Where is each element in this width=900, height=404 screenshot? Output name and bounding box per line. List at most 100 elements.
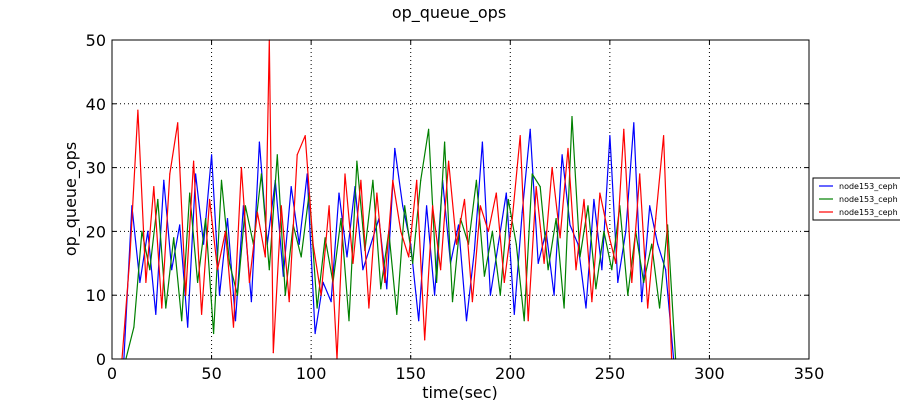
data-point [234, 320, 237, 322]
series-line-1 [123, 122, 675, 360]
data-point [424, 339, 426, 341]
data-point [147, 230, 149, 232]
data-point [412, 262, 414, 264]
data-point [479, 205, 481, 207]
data-point [463, 198, 466, 201]
data-point [507, 198, 509, 201]
data-point [145, 281, 147, 283]
data-point [193, 160, 195, 162]
data-point [499, 294, 501, 296]
data-point [236, 294, 239, 296]
data-point [611, 269, 613, 271]
data-point [376, 192, 378, 194]
data-point [543, 262, 545, 264]
data-point [555, 218, 557, 220]
data-point [226, 218, 229, 220]
data-point [141, 230, 143, 232]
data-point [288, 301, 290, 303]
data-point [328, 205, 330, 207]
y-tick-label: 30 [86, 159, 106, 178]
data-point [205, 218, 207, 220]
data-point [563, 307, 565, 309]
data-point [268, 269, 270, 271]
data-point [559, 237, 561, 239]
data-point [344, 173, 346, 175]
y-tick-label: 0 [96, 350, 106, 369]
data-point [296, 154, 298, 156]
data-point [173, 237, 175, 239]
data-point [360, 179, 362, 181]
data-point [579, 256, 581, 258]
data-point [523, 320, 525, 322]
data-point [481, 141, 483, 143]
data-point [551, 167, 553, 169]
data-point [187, 326, 189, 328]
data-point [655, 218, 657, 220]
x-tick-label: 0 [107, 364, 117, 383]
y-tick-label: 50 [86, 31, 106, 50]
data-point [218, 294, 221, 296]
data-point [505, 192, 507, 194]
data-point [272, 352, 274, 354]
data-point [280, 205, 282, 207]
x-axis-label: time(sec) [422, 383, 498, 400]
data-point [665, 269, 667, 271]
data-point [511, 218, 513, 220]
y-tick-label: 20 [86, 222, 106, 241]
data-point [169, 173, 171, 175]
data-point [451, 301, 454, 303]
data-point [434, 294, 436, 296]
data-point [663, 135, 665, 137]
data-point [495, 192, 497, 194]
data-point [641, 301, 643, 303]
data-point [408, 256, 410, 258]
data-point [133, 326, 135, 328]
data-point [203, 243, 205, 245]
legend-label: node153_ceph [839, 182, 898, 191]
grid [112, 40, 809, 359]
data-point [515, 243, 517, 245]
data-point [455, 243, 458, 245]
data-point [440, 269, 442, 271]
data-point [320, 294, 322, 296]
data-point [346, 256, 348, 258]
data-point [402, 205, 404, 207]
data-point [330, 301, 332, 303]
data-point [593, 198, 595, 201]
data-point [444, 141, 446, 143]
data-point [489, 294, 491, 296]
data-point [362, 269, 364, 271]
data-point [535, 186, 537, 188]
data-point [483, 275, 485, 277]
data-point [487, 230, 489, 232]
data-point [314, 332, 316, 335]
data-point [547, 269, 549, 271]
x-tick-label: 200 [495, 364, 526, 383]
data-point [531, 173, 533, 175]
data-point [260, 173, 262, 175]
data-point [352, 262, 354, 264]
data-point [298, 243, 300, 245]
data-point [370, 243, 372, 245]
series-group [121, 39, 677, 360]
data-point [404, 205, 406, 207]
data-point [394, 147, 396, 150]
data-point [537, 262, 539, 264]
data-point [513, 313, 515, 315]
data-point [643, 281, 645, 283]
data-point [420, 179, 422, 181]
data-point [157, 198, 159, 201]
data-point [633, 122, 635, 124]
data-point [380, 288, 382, 290]
data-point [228, 262, 231, 264]
data-point [244, 205, 246, 207]
data-point [657, 243, 659, 245]
data-point [475, 179, 477, 181]
data-point [539, 186, 541, 188]
data-point [324, 237, 326, 239]
data-point [240, 167, 242, 169]
data-point [340, 218, 342, 220]
data-point [473, 249, 475, 252]
data-point [356, 160, 358, 162]
